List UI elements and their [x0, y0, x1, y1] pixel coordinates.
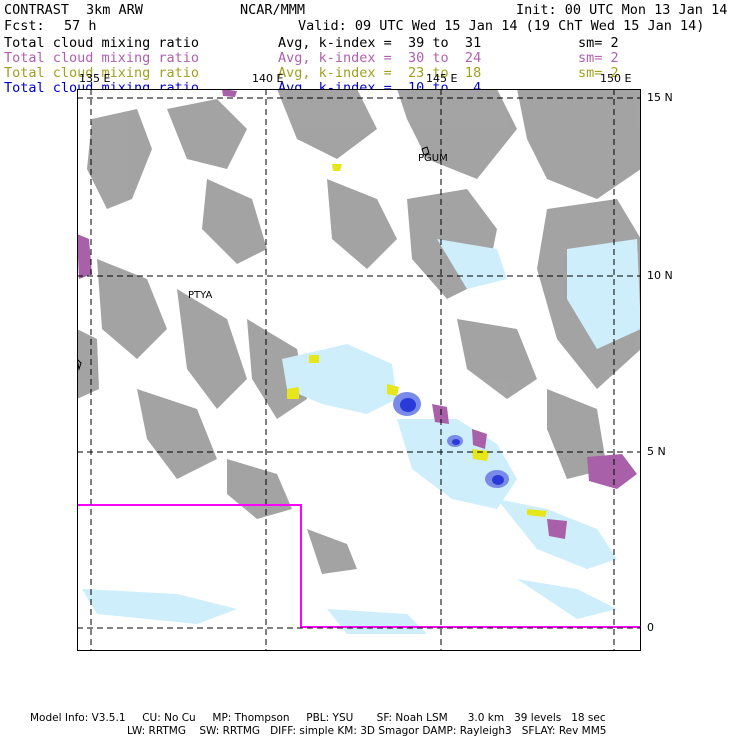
- lon-label-140e: 140 E: [252, 72, 284, 85]
- lon-label-150e: 150 E: [600, 72, 632, 85]
- nested-domain-boundary: [77, 504, 641, 628]
- center-name: NCAR/MMM: [240, 2, 306, 18]
- field-name-1: Total cloud mixing ratio: [4, 35, 200, 51]
- station-label-ptya: PTYA: [188, 290, 212, 301]
- convective-core-field: [393, 392, 509, 488]
- model-info-line-2: LW: RRTMG SW: RRTMG DIFF: simple KM: 3D …: [127, 725, 607, 737]
- mid-cloud-field: [77, 89, 637, 539]
- field-smooth-1: sm= 2: [578, 35, 619, 51]
- forecast-hours: 57 h: [64, 18, 97, 34]
- field-smooth-2: sm= 2: [578, 50, 619, 66]
- model-name: CONTRAST: [4, 2, 70, 18]
- model-resolution: 3km ARW: [86, 2, 143, 18]
- field-smooth-3: sm= 2: [578, 65, 619, 81]
- shallow-cloud-field: [82, 239, 641, 634]
- forecast-map: PGUM PTYA: [77, 89, 641, 651]
- field-name-2: Total cloud mixing ratio: [4, 50, 200, 66]
- field-range-1: Avg, k-index = 39 to 31: [278, 35, 482, 51]
- forecast-label: Fcst:: [4, 18, 45, 34]
- low-cloud-field: [287, 164, 547, 517]
- lat-label-15n: 15 N: [647, 91, 673, 104]
- lon-label-135e: 135 E: [79, 72, 111, 85]
- lat-label-5n: 5 N: [647, 445, 666, 458]
- lat-label-0: 0: [647, 621, 654, 634]
- field-name-3: Total cloud mixing ratio: [4, 65, 200, 81]
- model-info-line-1: Model Info: V3.5.1 CU: No Cu MP: Thompso…: [30, 712, 606, 724]
- valid-time: Valid: 09 UTC Wed 15 Jan 14 (19 ChT Wed …: [298, 18, 705, 34]
- station-label-pgum: PGUM: [418, 153, 448, 164]
- lat-label-10n: 10 N: [647, 269, 673, 282]
- lon-label-145e: 145 E: [426, 72, 458, 85]
- field-range-3: Avg, k-index = 23 to 18: [278, 65, 482, 81]
- lat-lon-grid: [77, 89, 641, 651]
- field-range-2: Avg, k-index = 30 to 24: [278, 50, 482, 66]
- init-time: Init: 00 UTC Mon 13 Jan 14: [516, 2, 728, 18]
